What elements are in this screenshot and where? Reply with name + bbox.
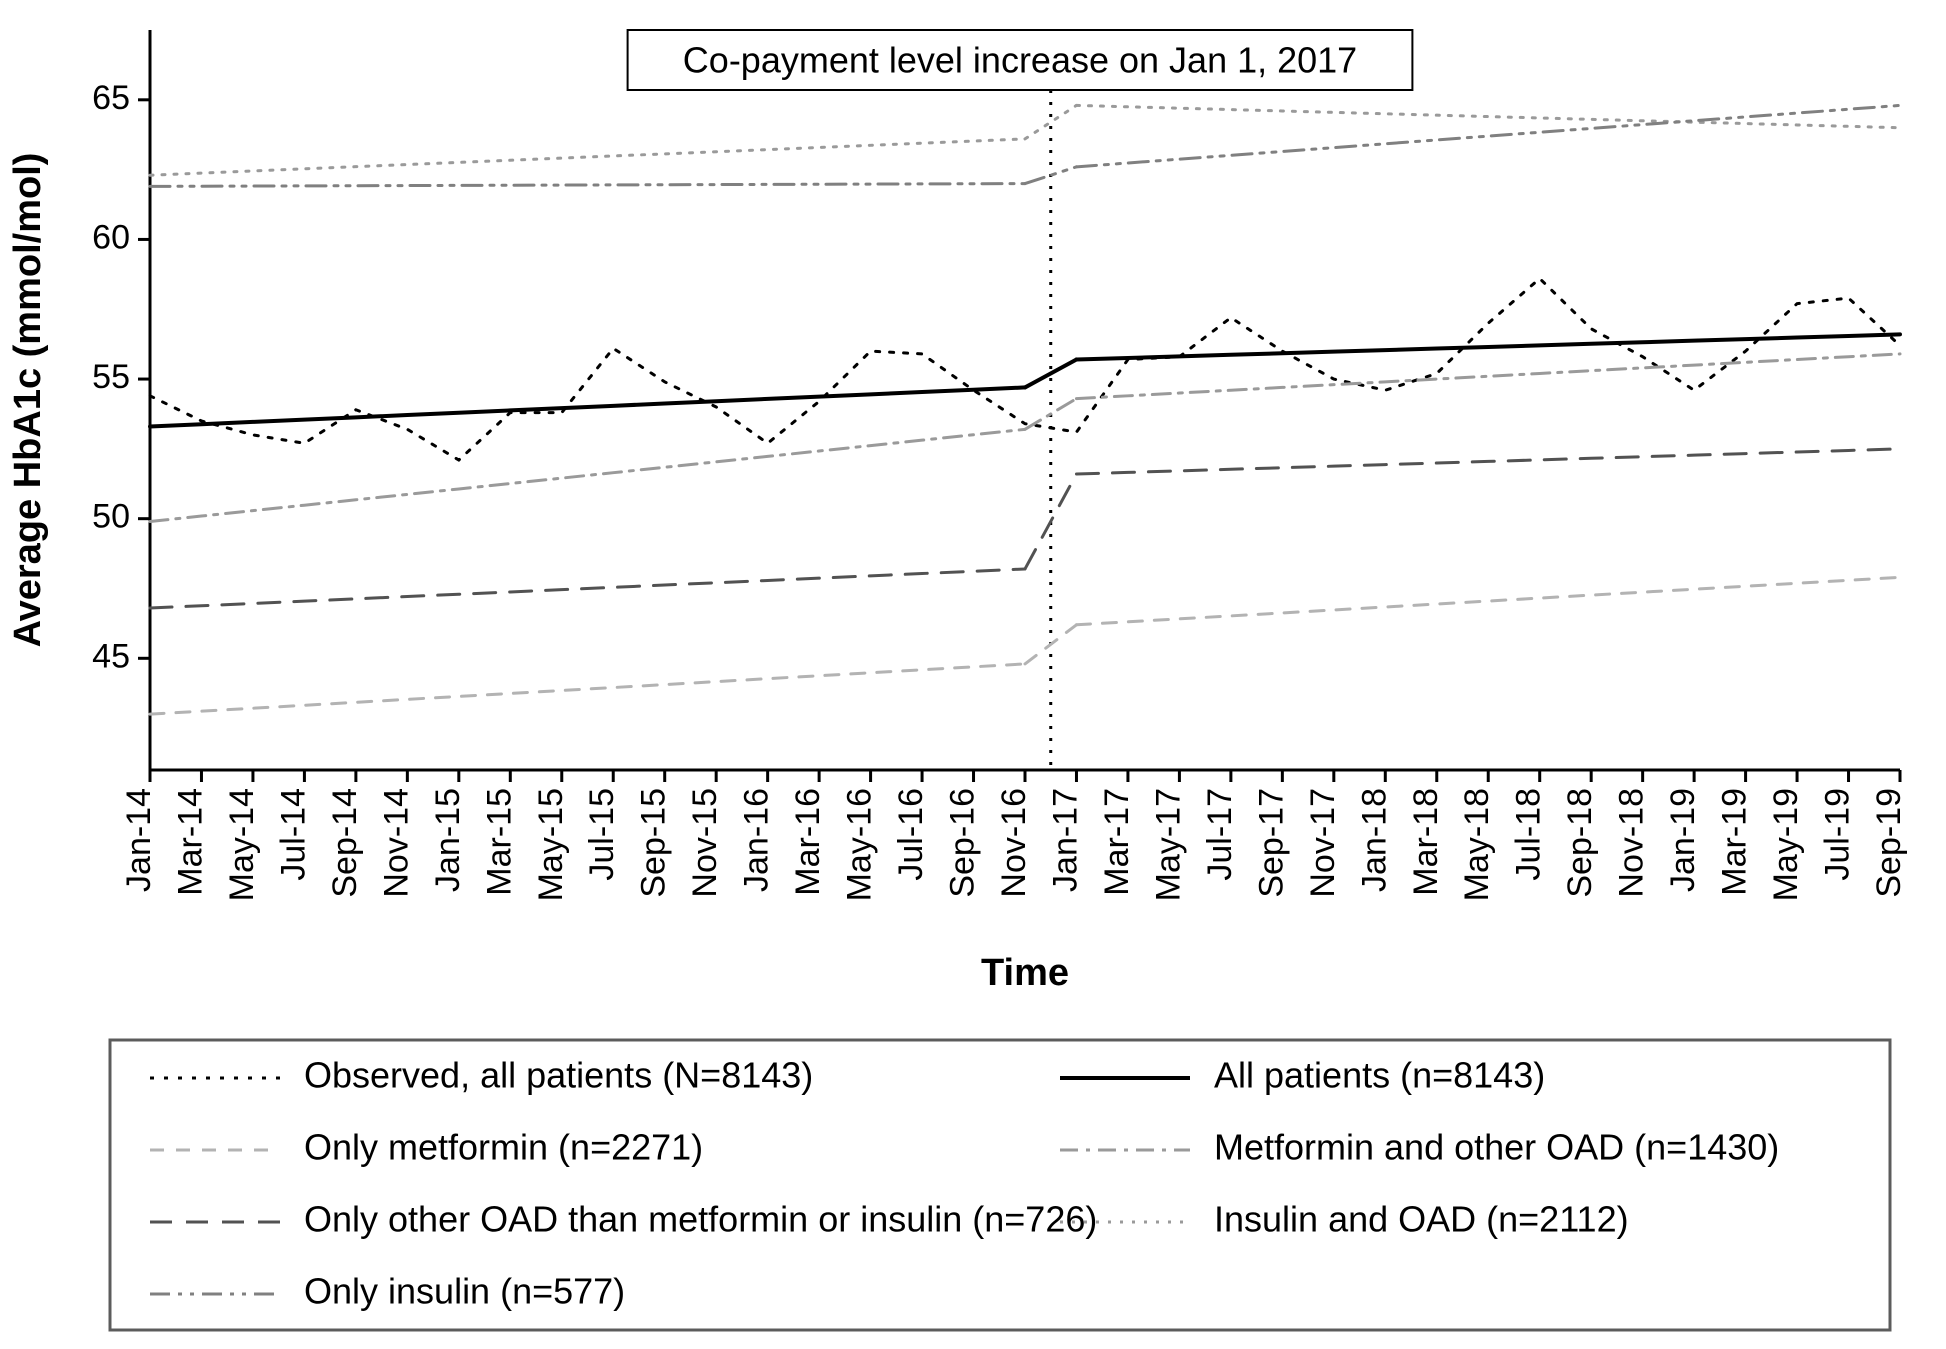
svg-text:Only metformin (n=2271): Only metformin (n=2271) [304, 1127, 703, 1168]
chart-container: 45 50 55 60 65 Average HbA1c (mmol/mol) Jan-14… [0, 0, 1946, 1349]
svg-text:45: 45 [92, 637, 130, 675]
svg-text:Insulin and OAD (n=2112): Insulin and OAD (n=2112) [1214, 1199, 1629, 1240]
svg-text:Sep-19: Sep-19 [1870, 788, 1908, 898]
svg-text:May-14: May-14 [223, 788, 261, 901]
svg-text:Only insulin (n=577): Only insulin (n=577) [304, 1271, 625, 1312]
svg-text:Jan-15: Jan-15 [429, 788, 467, 892]
svg-text:Observed, all patients (N=8143: Observed, all patients (N=8143) [304, 1055, 813, 1096]
svg-text:Mar-15: Mar-15 [480, 788, 518, 896]
svg-text:Sep-17: Sep-17 [1252, 788, 1290, 898]
svg-text:60: 60 [92, 218, 130, 256]
svg-text:Time: Time [981, 952, 1069, 994]
svg-text:Sep-15: Sep-15 [635, 788, 673, 898]
svg-text:Nov-15: Nov-15 [686, 788, 724, 898]
svg-text:Only other OAD than metformin: Only other OAD than metformin or insulin… [304, 1199, 1097, 1240]
svg-text:Jan-14: Jan-14 [120, 788, 158, 892]
svg-text:Sep-18: Sep-18 [1561, 788, 1599, 898]
svg-text:Sep-14: Sep-14 [326, 788, 364, 898]
svg-text:55: 55 [92, 358, 130, 396]
svg-text:All patients (n=8143): All patients (n=8143) [1214, 1055, 1545, 1096]
svg-text:Co-payment level increase on J: Co-payment level increase on Jan 1, 2017 [683, 40, 1357, 81]
svg-text:50: 50 [92, 498, 130, 536]
hba1c-chart: 45 50 55 60 65 Average HbA1c (mmol/mol) Jan-14… [0, 0, 1946, 1349]
svg-text:May-15: May-15 [532, 788, 570, 901]
svg-text:Jan-18: Jan-18 [1355, 788, 1393, 892]
svg-text:Jan-17: Jan-17 [1046, 788, 1084, 892]
svg-text:Jul-14: Jul-14 [274, 788, 312, 881]
svg-text:Sep-16: Sep-16 [944, 788, 982, 898]
svg-text:Jan-19: Jan-19 [1664, 788, 1702, 892]
svg-text:May-17: May-17 [1149, 788, 1187, 901]
svg-text:Jul-16: Jul-16 [892, 788, 930, 881]
svg-text:Jul-19: Jul-19 [1819, 788, 1857, 881]
svg-text:Mar-19: Mar-19 [1716, 788, 1754, 896]
svg-text:Nov-18: Nov-18 [1613, 788, 1651, 898]
svg-text:Nov-16: Nov-16 [995, 788, 1033, 898]
svg-text:Mar-18: Mar-18 [1407, 788, 1445, 896]
svg-text:Jan-16: Jan-16 [738, 788, 776, 892]
svg-text:Mar-16: Mar-16 [789, 788, 827, 896]
svg-text:Average HbA1c (mmol/mol): Average HbA1c (mmol/mol) [7, 153, 49, 648]
svg-text:Mar-14: Mar-14 [171, 788, 209, 896]
svg-text:65: 65 [92, 79, 130, 117]
svg-text:May-19: May-19 [1767, 788, 1805, 901]
svg-text:Mar-17: Mar-17 [1098, 788, 1136, 896]
svg-text:Jul-18: Jul-18 [1510, 788, 1548, 881]
svg-text:May-18: May-18 [1458, 788, 1496, 901]
svg-text:Nov-17: Nov-17 [1304, 788, 1342, 898]
svg-text:Jul-15: Jul-15 [583, 788, 621, 881]
svg-text:May-16: May-16 [841, 788, 879, 901]
svg-text:Nov-14: Nov-14 [377, 788, 415, 898]
svg-text:Metformin and other OAD (n=143: Metformin and other OAD (n=1430) [1214, 1127, 1779, 1168]
svg-text:Jul-17: Jul-17 [1201, 788, 1239, 881]
